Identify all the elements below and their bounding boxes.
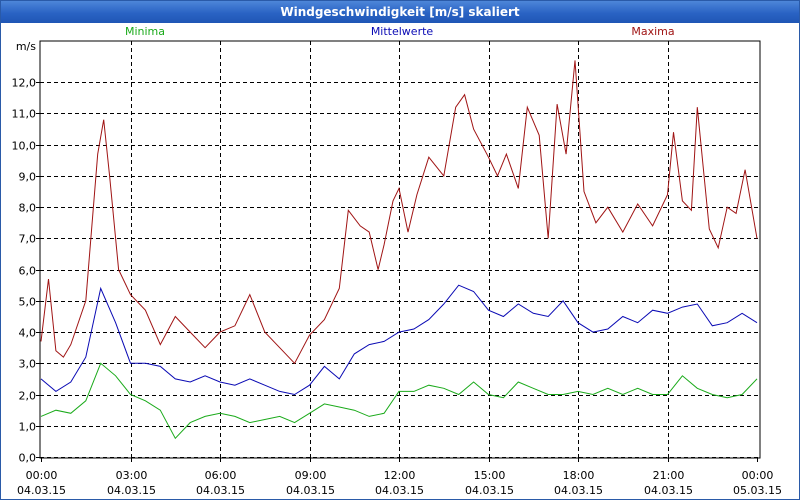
x-tick-time: 18:00 <box>563 469 595 482</box>
axis-labels: 0,0 1,0 2,0 3,0 4,0 5,0 6,0 7,0 8,0 9,0 10,0 11,0 12… <box>12 40 782 497</box>
y-tick-label: 8,0 <box>19 202 37 215</box>
x-tick-time: 12:00 <box>384 469 416 482</box>
x-tick-time: 03:00 <box>116 469 148 482</box>
series-line-minima <box>40 362 758 440</box>
x-tick-date: 04.03.15 <box>286 484 335 497</box>
x-tick-time: 06:00 <box>205 469 237 482</box>
x-tick-date: 04.03.15 <box>554 484 603 497</box>
x-tick-date: 04.03.15 <box>375 484 424 497</box>
y-tick-label: 3,0 <box>19 358 37 371</box>
plot-frame <box>39 40 761 459</box>
x-tick-time: 00:00 <box>742 469 774 482</box>
x-tick-date: 04.03.15 <box>644 484 693 497</box>
y-tick-label: 9,0 <box>19 171 37 184</box>
window-title: Windgeschwindigkeit [m/s] skaliert <box>1 1 799 23</box>
series-lines <box>40 60 758 440</box>
x-tick-time: 09:00 <box>295 469 327 482</box>
x-tick-date: 05.03.15 <box>733 484 782 497</box>
series-line-mittelwerte <box>40 284 758 396</box>
x-tick-time: 00:00 <box>26 469 58 482</box>
chart-grid <box>36 41 760 462</box>
x-tick-time: 15:00 <box>474 469 506 482</box>
series-line-maxima <box>40 60 758 365</box>
y-tick-label: 5,0 <box>19 296 37 309</box>
y-tick-label: 6,0 <box>19 265 37 278</box>
x-tick-date: 04.03.15 <box>17 484 66 497</box>
legend-minima: Minima <box>125 25 165 38</box>
x-tick-date: 04.03.15 <box>196 484 245 497</box>
legend-maxima: Maxima <box>631 25 674 38</box>
y-tick-label: 0,0 <box>19 452 37 465</box>
x-tick-time: 21:00 <box>653 469 685 482</box>
legend: Minima Mittelwerte Maxima <box>125 25 675 38</box>
y-tick-label: 2,0 <box>19 390 37 403</box>
y-tick-label: 1,0 <box>19 421 37 434</box>
y-tick-label: 10,0 <box>12 140 37 153</box>
x-tick-date: 04.03.15 <box>465 484 514 497</box>
y-tick-label: 4,0 <box>19 327 37 340</box>
y-axis-unit: m/s <box>16 40 36 53</box>
y-tick-label: 11,0 <box>12 108 37 121</box>
x-tick-date: 04.03.15 <box>107 484 156 497</box>
legend-mittelwerte: Mittelwerte <box>371 25 434 38</box>
y-tick-label: 12,0 <box>12 77 37 90</box>
y-tick-label: 7,0 <box>19 233 37 246</box>
